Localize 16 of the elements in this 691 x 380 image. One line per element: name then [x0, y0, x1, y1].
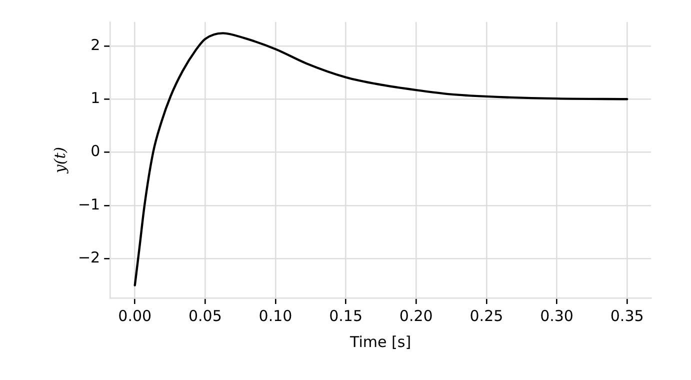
x-tick-label: 0.10 [258, 306, 292, 325]
y-tick-label: 1 [90, 89, 100, 107]
y-tick-label: 2 [90, 36, 100, 54]
y-tick-label: 0 [90, 142, 100, 160]
y-tick-label: −2 [78, 248, 100, 267]
x-tick-label: 0.15 [329, 306, 363, 325]
x-tick-label: 0.30 [540, 306, 574, 325]
y-tick-label: −1 [78, 195, 100, 214]
x-tick-label: 0.05 [188, 306, 222, 325]
x-tick-label: 0.20 [399, 306, 433, 325]
x-tick-label: 0.00 [118, 306, 152, 325]
x-tick-label: 0.25 [470, 306, 504, 325]
y-axis-title: y(t) [50, 146, 69, 174]
x-axis-title: Time [s] [349, 332, 412, 351]
line-series [134, 32, 628, 286]
x-tick-label: 0.35 [610, 306, 644, 325]
